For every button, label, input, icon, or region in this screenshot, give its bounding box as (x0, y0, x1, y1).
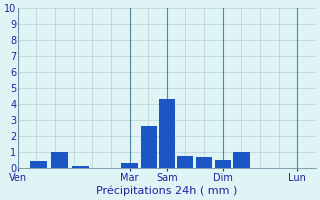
Bar (121, 163, 138, 168)
Bar (30, 161, 47, 168)
Bar (214, 160, 231, 168)
Bar (159, 99, 175, 168)
Bar (141, 126, 157, 168)
Bar (177, 156, 193, 168)
Bar (72, 166, 89, 168)
Bar (196, 157, 212, 168)
Bar (51, 152, 68, 168)
X-axis label: Précipitations 24h ( mm ): Précipitations 24h ( mm ) (96, 185, 237, 196)
Bar (233, 152, 250, 168)
